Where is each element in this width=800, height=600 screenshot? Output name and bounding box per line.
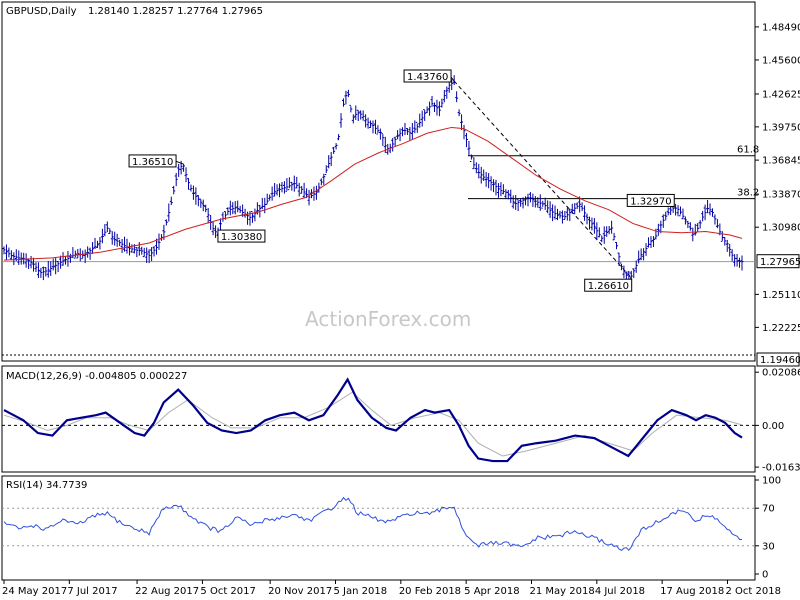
x-tick-label: 21 May 2018 <box>529 586 594 597</box>
rsi-line <box>3 496 743 551</box>
price-tick-label: 1.25110 <box>762 290 800 301</box>
price-tick-label: 1.30980 <box>762 223 800 234</box>
price-trendline-group <box>453 80 632 278</box>
price-tick-label: 1.22225 <box>762 323 800 334</box>
price-horizontal-lines: 61.8 38.2 <box>2 145 759 263</box>
rsi-tick-label: 30 <box>762 541 775 552</box>
rsi-panel-title: RSI(14) 34.7739 <box>6 480 87 491</box>
macd-panel-title: MACD(12,26,9) -0.004805 0.000227 <box>6 371 187 382</box>
price-label-text: 1.26610 <box>588 281 629 292</box>
x-tick-label: 22 Aug 2017 <box>135 586 199 597</box>
price-label-text: 1.36510 <box>132 157 173 168</box>
bottom-marker-label: 1.19460 <box>760 355 800 366</box>
current-price-box <box>756 254 800 269</box>
x-tick-label: 5 Jan 2018 <box>333 586 387 597</box>
price-label-box <box>217 229 266 243</box>
macd-axis-ticks: 0.020861 0.00 -0.016357 <box>755 368 800 474</box>
current-price-group: 1.27965 1.19460 <box>2 254 800 367</box>
price-label-box <box>584 278 633 292</box>
macd-tick-label: 0.020861 <box>762 368 800 379</box>
x-tick-label: 4 Jul 2018 <box>595 586 645 597</box>
fib-level-label: 38.2 <box>737 188 759 199</box>
macd-series-group <box>2 377 755 463</box>
price-panel-ohlc: 1.28140 1.28257 1.27764 1.27965 <box>88 6 263 17</box>
price-label-box <box>128 154 177 168</box>
price-label-text: 1.43760 <box>407 72 448 83</box>
current-price-label: 1.27965 <box>760 257 800 268</box>
price-label-box <box>626 193 675 207</box>
rsi-tick-label: 0 <box>762 570 768 581</box>
rsi-series-group <box>2 496 755 551</box>
x-tick-label: 7 Jul 2017 <box>67 586 117 597</box>
x-tick-label: 20 Nov 2017 <box>268 586 332 597</box>
x-tick-label: 2 Oct 2018 <box>725 586 780 597</box>
x-tick-label: 20 Feb 2018 <box>399 586 461 597</box>
macd-tick-label: 0.00 <box>762 421 784 432</box>
rsi-tick-label: 70 <box>762 504 775 515</box>
macd-tick-label: -0.016357 <box>762 463 800 474</box>
price-panel-symbol: GBPUSD,Daily <box>6 6 77 17</box>
price-label-box <box>403 69 452 83</box>
price-tick-label: 1.48490 <box>762 22 800 33</box>
rsi-panel-frame <box>1 475 756 581</box>
price-tick-label: 1.39750 <box>762 122 800 133</box>
x-tick-label: 5 Oct 2017 <box>200 586 255 597</box>
price-label-text: 1.32970 <box>630 196 671 207</box>
price-tick-label: 1.36845 <box>762 156 800 167</box>
macd-panel: MACD(12,26,9) -0.004805 0.000227 0.02086… <box>1 365 800 474</box>
watermark-text: ActionForex.com <box>305 307 471 331</box>
x-axis: 24 May 2017 7 Jul 2017 22 Aug 2017 5 Oct 20… <box>2 580 781 597</box>
rsi-panel: RSI(14) 34.7739 100 70 30 0 <box>1 475 781 581</box>
price-labels-group: 1.43760 1.36510 1.30380 1.32970 1.26610 <box>128 69 675 292</box>
price-series-group <box>2 75 744 286</box>
x-tick-label: 24 May 2017 <box>2 586 67 597</box>
price-tick-label: 1.33870 <box>762 190 800 201</box>
price-tick-label: 1.45600 <box>762 55 800 66</box>
trendline <box>453 80 632 278</box>
price-tick-label: 1.42625 <box>762 89 800 100</box>
fib-level-label: 61.8 <box>737 145 759 156</box>
macd-main-line <box>3 377 743 463</box>
x-tick-label: 5 Apr 2018 <box>464 586 519 597</box>
rsi-tick-label: 100 <box>762 476 781 487</box>
moving-average-line <box>3 126 743 261</box>
x-tick-label: 17 Aug 2018 <box>660 586 724 597</box>
macd-panel-frame <box>1 365 756 473</box>
price-axis-ticks: 1.48490 1.45600 1.42625 1.39750 1.36845 1.338… <box>755 22 800 334</box>
rsi-axis-ticks: 100 70 30 0 <box>755 476 781 581</box>
price-label-text: 1.30380 <box>221 232 262 243</box>
price-panel: GBPUSD,Daily 1.28140 1.28257 1.27764 1.2… <box>1 1 800 367</box>
bottom-marker-box <box>756 352 800 367</box>
price-panel-frame <box>1 1 756 362</box>
